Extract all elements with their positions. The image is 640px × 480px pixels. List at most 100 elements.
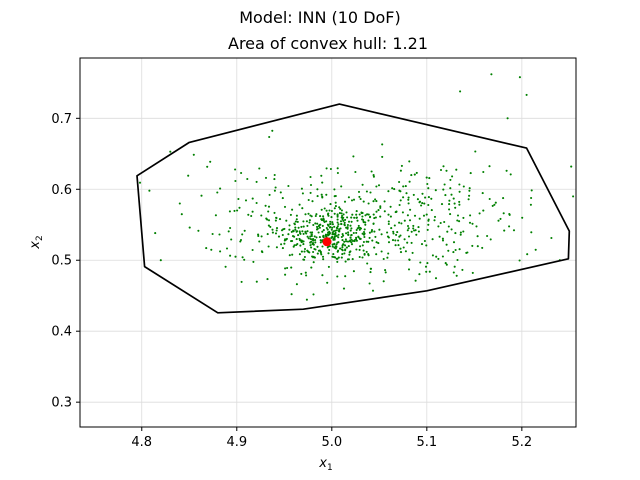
scatter-point — [430, 197, 433, 200]
scatter-point — [314, 248, 317, 251]
scatter-point — [508, 213, 511, 216]
scatter-point — [448, 208, 451, 211]
scatter-point — [260, 214, 263, 217]
scatter-point — [307, 212, 310, 215]
scatter-point — [475, 225, 478, 228]
scatter-point — [458, 200, 461, 203]
scatter-point — [471, 244, 474, 247]
scatter-point — [312, 223, 315, 227]
scatter-point — [301, 230, 304, 233]
scatter-point — [373, 246, 376, 249]
scatter-point — [365, 250, 368, 253]
scatter-point — [349, 224, 352, 227]
scatter-point — [282, 228, 285, 231]
scatter-point — [337, 241, 340, 244]
scatter-point — [306, 235, 309, 238]
scatter-point — [358, 255, 361, 259]
scatter-point — [443, 183, 446, 186]
scatter-point — [471, 222, 474, 225]
scatter-point — [417, 230, 420, 233]
scatter-point — [362, 221, 365, 224]
scatter-point — [367, 219, 370, 222]
scatter-point — [273, 178, 276, 181]
scatter-point — [333, 212, 336, 215]
scatter-point — [407, 227, 410, 230]
scatter-point — [255, 201, 258, 205]
scatter-point — [320, 208, 323, 211]
scatter-point — [306, 224, 309, 227]
scatter-point — [408, 258, 411, 261]
scatter-point — [187, 174, 190, 177]
scatter-point — [329, 220, 332, 223]
scatter-point — [277, 235, 281, 238]
scatter-point — [372, 174, 375, 177]
scatter-point — [342, 243, 345, 246]
scatter-point — [340, 212, 343, 215]
x-axis-label: x1 — [318, 456, 332, 473]
scatter-point — [478, 212, 481, 215]
scatter-point — [316, 195, 319, 198]
scatter-point — [336, 225, 339, 228]
scatter-point — [332, 256, 336, 259]
scatter-point — [427, 196, 430, 199]
scatter-point — [404, 185, 407, 188]
scatter-point — [300, 272, 303, 275]
scatter-point — [362, 200, 365, 203]
scatter-point — [445, 263, 448, 266]
scatter-point — [468, 189, 471, 192]
scatter-point — [351, 258, 354, 261]
scatter-point — [297, 234, 300, 237]
scatter-point — [333, 207, 336, 210]
scatter-point — [284, 267, 287, 270]
scatter-point — [322, 236, 325, 239]
scatter-point — [468, 194, 471, 197]
scatter-point — [273, 189, 276, 192]
scatter-point — [310, 240, 313, 243]
scatter-point — [309, 244, 312, 247]
scatter-point — [289, 213, 292, 216]
scatter-point — [407, 268, 411, 271]
scatter-point — [241, 256, 244, 259]
scatter-point — [316, 227, 319, 230]
scatter-point — [281, 197, 284, 200]
scatter-point — [267, 245, 270, 248]
scatter-point — [425, 270, 428, 273]
scatter-point — [320, 174, 323, 177]
scatter-point — [275, 216, 278, 220]
scatter-point — [234, 179, 237, 183]
scatter-point — [462, 185, 465, 188]
scatter-point — [329, 203, 332, 206]
scatter-point — [362, 230, 366, 234]
scatter-point — [214, 214, 217, 217]
scatter-point — [379, 215, 382, 218]
scatter-point — [283, 242, 286, 245]
scatter-point — [399, 169, 402, 172]
scatter-point — [357, 224, 360, 227]
scatter-point — [288, 254, 291, 257]
scatter-point — [398, 180, 401, 184]
scatter-point — [341, 214, 344, 217]
scatter-point — [426, 228, 429, 231]
scatter-point — [316, 245, 319, 248]
scatter-point — [381, 143, 384, 146]
scatter-point — [369, 267, 373, 270]
scatter-point — [456, 258, 459, 262]
scatter-point — [344, 238, 347, 241]
scatter-point — [383, 200, 386, 203]
scatter-point — [502, 197, 505, 200]
scatter-point — [307, 198, 310, 202]
scatter-point — [414, 279, 417, 282]
scatter-point — [454, 248, 457, 252]
scatter-point — [406, 224, 410, 228]
scatter-point — [336, 218, 339, 221]
chart-suptitle: Model: INN (10 DoF) — [239, 8, 401, 27]
scatter-point — [355, 210, 358, 213]
scatter-point — [380, 233, 383, 236]
scatter-point — [336, 250, 339, 253]
scatter-point — [489, 238, 492, 241]
x-tick-label: 5.0 — [321, 435, 342, 450]
scatter-point — [334, 229, 337, 232]
scatter-point — [378, 228, 381, 231]
scatter-point — [439, 168, 443, 172]
scatter-point — [233, 209, 236, 212]
